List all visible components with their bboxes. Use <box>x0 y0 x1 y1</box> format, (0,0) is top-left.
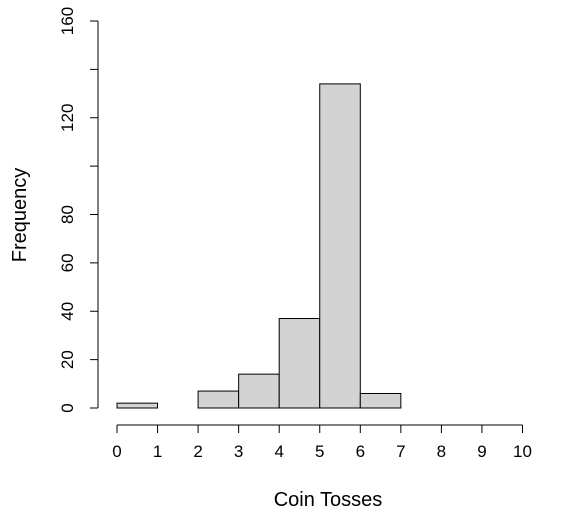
histogram-bar-6 <box>359 392 402 409</box>
x-tick-label-0: 0 <box>112 442 121 461</box>
x-tick-label-4: 4 <box>274 442 283 461</box>
x-axis: 0 1 2 3 4 5 6 7 8 9 10 <box>112 424 532 461</box>
x-tick-label-3: 3 <box>234 442 243 461</box>
x-tick-label-1: 1 <box>153 442 162 461</box>
x-axis-title: Coin Tosses <box>274 489 383 511</box>
x-tick-label-2: 2 <box>193 442 202 461</box>
histogram-bar-0 <box>116 402 159 409</box>
y-tick-label-60: 60 <box>58 253 77 272</box>
y-tick-label-0: 0 <box>58 403 77 412</box>
y-tick-label-20: 20 <box>58 350 77 369</box>
histogram-bar-4 <box>278 318 321 409</box>
y-tick-label-80: 80 <box>58 205 77 224</box>
y-tick-label-120: 120 <box>58 104 77 132</box>
x-tick-label-7: 7 <box>396 442 405 461</box>
y-axis: 0 20 40 60 80 120 160 <box>58 7 99 413</box>
histogram-bar-3 <box>238 373 280 409</box>
y-tick-label-40: 40 <box>58 302 77 321</box>
histogram-bar-2 <box>197 390 240 409</box>
x-tick-label-5: 5 <box>315 442 324 461</box>
y-tick-label-160: 160 <box>58 7 77 35</box>
y-axis-title: Frequency <box>9 168 31 263</box>
x-tick-label-9: 9 <box>477 442 486 461</box>
histogram-bar-5 <box>319 83 361 409</box>
x-tick-label-6: 6 <box>356 442 365 461</box>
x-tick-label-10: 10 <box>513 442 532 461</box>
histogram-bars <box>116 83 402 409</box>
x-tick-label-8: 8 <box>437 442 446 461</box>
